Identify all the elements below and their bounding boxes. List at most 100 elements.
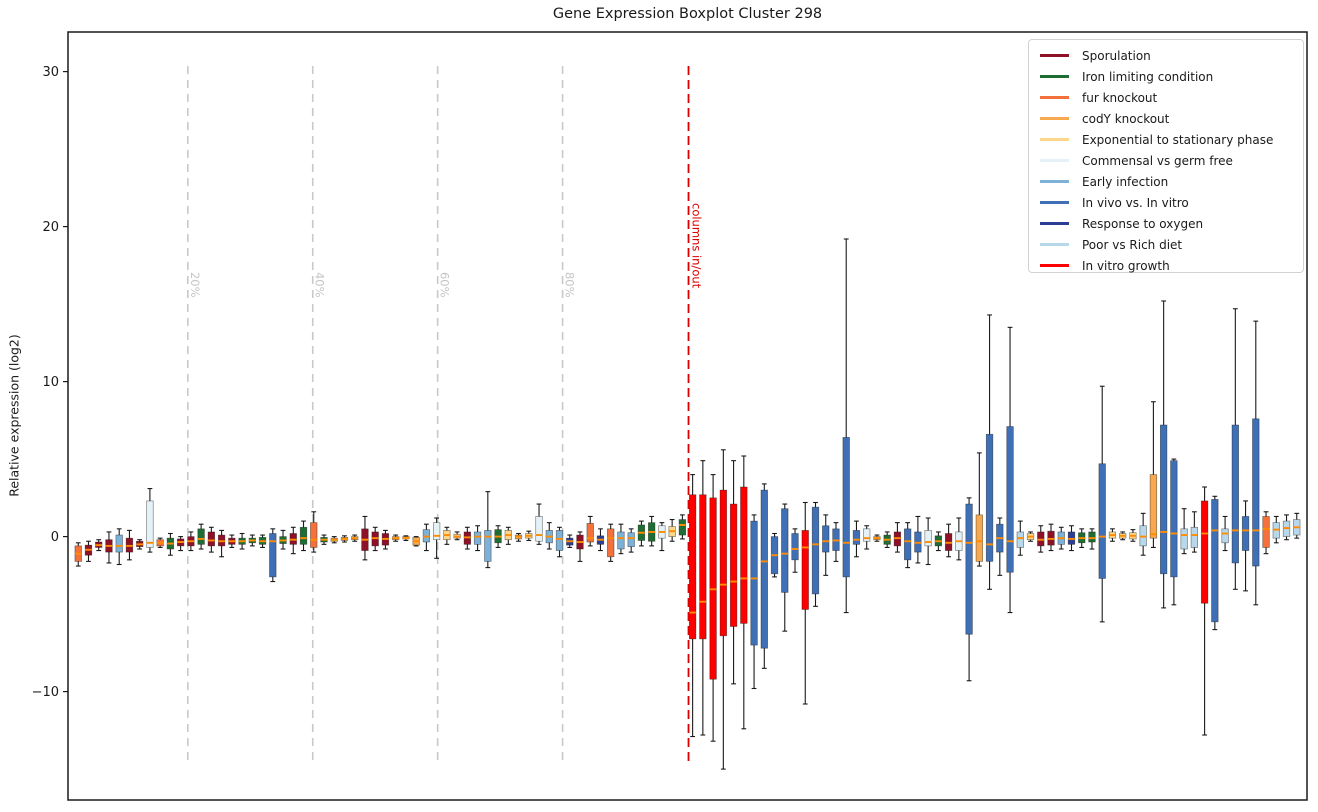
boxplot-box: [1078, 528, 1086, 549]
boxplot-box: [1057, 526, 1065, 550]
separator-label: columns in/out: [690, 203, 704, 289]
legend-item: Poor vs Rich diet: [1029, 234, 1303, 255]
boxplot-box: [596, 528, 605, 552]
legend-swatch: [1040, 180, 1069, 183]
boxplot-box: [514, 532, 523, 542]
legend-item: fur knockout: [1029, 87, 1303, 108]
boxplot-box: [228, 534, 236, 549]
boxplot-box: [166, 532, 175, 556]
box-iqr: [1016, 531, 1024, 548]
legend-swatch: [1040, 96, 1069, 99]
legend-item: Commensal vs germ free: [1029, 150, 1303, 171]
boxplot-box: [914, 515, 922, 564]
boxplot-box: [586, 515, 594, 547]
legend-item: Exponential to stationary phase: [1029, 129, 1303, 150]
boxplot-box: [576, 531, 584, 562]
boxplot-box: [1026, 531, 1035, 542]
boxplot-box: [1139, 512, 1147, 556]
boxplot-box: [74, 542, 82, 567]
y-tick-label: −10: [32, 685, 59, 700]
chart-title: Gene Expression Boxplot Cluster 298: [552, 6, 823, 22]
box-iqr: [1149, 474, 1158, 539]
boxplot-box: [146, 487, 154, 553]
box-iqr: [1221, 528, 1229, 544]
boxplot-box: [330, 536, 338, 544]
axes-layer: 30 20 10 0 −10: [32, 31, 1308, 801]
box-iqr: [1006, 426, 1014, 573]
legend-swatch: [1040, 138, 1069, 141]
boxplot-layer: [74, 238, 1301, 770]
boxplot-box: [566, 534, 574, 549]
box-iqr: [1159, 424, 1168, 575]
boxplot-box: [1149, 401, 1158, 549]
boxplot-box: [136, 539, 144, 550]
legend-item: codY knockout: [1029, 108, 1303, 129]
percent-gridline-label: 20%: [188, 272, 202, 298]
boxplot-box: [381, 529, 390, 550]
boxplot-box: [545, 522, 553, 550]
boxplot-box: [105, 531, 113, 564]
legend-item: Response to oxygen: [1029, 213, 1303, 234]
box-iqr: [197, 528, 205, 545]
boxplot-box: [1211, 495, 1219, 631]
legend: Sporulation Iron limiting condition fur kn…: [1028, 39, 1304, 273]
boxplot-box: [95, 539, 103, 552]
boxplot-box: [310, 511, 318, 553]
boxplot-box: [1231, 308, 1239, 590]
legend-label: Response to oxygen: [1082, 216, 1204, 231]
boxplot-box: [740, 455, 748, 730]
boxplot-box: [1180, 508, 1188, 555]
boxplot-box: [463, 526, 471, 550]
boxplot-box: [607, 523, 615, 562]
box-iqr: [1180, 528, 1188, 550]
boxplot-box: [668, 518, 676, 542]
box-iqr: [1200, 500, 1209, 604]
boxplot-box: [289, 526, 297, 555]
box-iqr: [617, 531, 625, 550]
boxplot-box: [473, 525, 482, 552]
boxplot-box: [115, 528, 123, 566]
box-iqr: [1098, 463, 1106, 579]
boxplot-box: [996, 517, 1004, 576]
boxplot-box: [1047, 523, 1055, 552]
boxplot-box: [207, 526, 216, 553]
boxplot-box: [125, 529, 134, 561]
boxplot-box: [504, 526, 512, 545]
boxplot-box: [873, 534, 881, 542]
box-iqr: [535, 516, 543, 542]
box-iqr: [688, 494, 697, 640]
boxplot-box: [965, 497, 973, 682]
box-iqr: [484, 530, 492, 562]
box-iqr: [310, 522, 318, 548]
boxplot-box: [688, 474, 697, 738]
box-iqr: [852, 530, 861, 545]
y-tick-label: 10: [42, 375, 59, 390]
boxplot-box: [1098, 385, 1106, 623]
boxplot-box: [279, 529, 287, 550]
box-iqr: [207, 531, 216, 547]
boxplot-box: [1037, 525, 1045, 553]
legend-item: In vitro growth: [1029, 255, 1303, 276]
boxplot-box: [392, 534, 400, 542]
boxplot-box: [822, 514, 830, 576]
boxplot-box: [904, 522, 912, 569]
box-iqr: [555, 530, 564, 551]
legend-label: Iron limiting condition: [1082, 69, 1214, 84]
box-iqr: [740, 486, 748, 624]
boxplot-box: [781, 503, 789, 632]
boxplot-box: [525, 530, 533, 542]
boxplot-box: [156, 537, 164, 549]
boxplot-box: [955, 517, 963, 561]
boxplot-box: [176, 536, 185, 552]
boxplot-box: [770, 532, 779, 578]
boxplot-box: [402, 535, 410, 542]
boxplot-box: [1272, 515, 1280, 544]
boxplot-box: [535, 503, 543, 545]
boxplot-box: [1241, 500, 1250, 592]
boxplot-box: [443, 526, 451, 545]
box-iqr: [924, 530, 932, 547]
box-iqr: [1252, 418, 1260, 567]
box-iqr: [822, 525, 830, 553]
boxplot-box: [863, 525, 871, 550]
